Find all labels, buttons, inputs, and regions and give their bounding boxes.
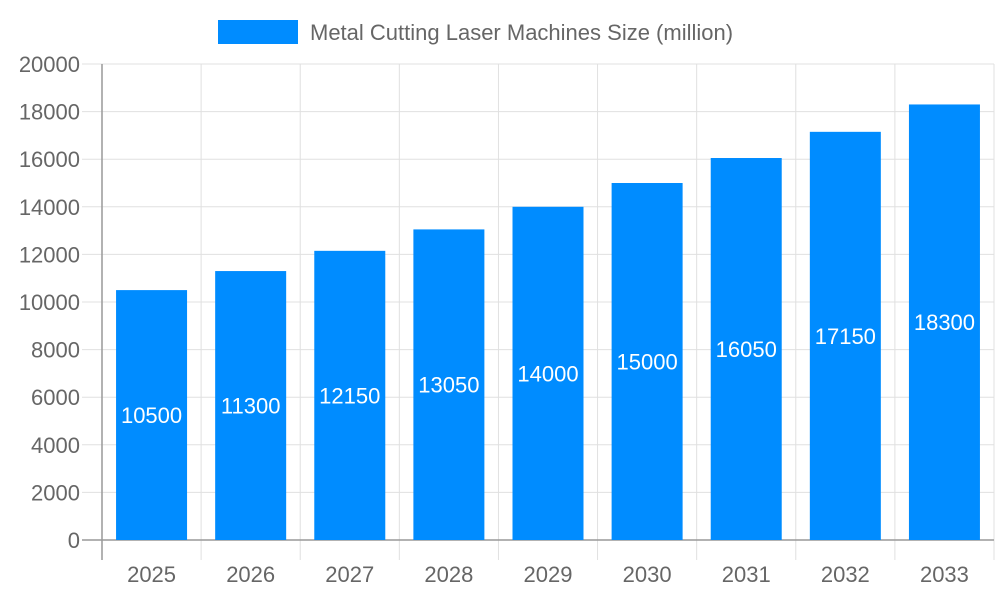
bar bbox=[710, 158, 782, 540]
bar bbox=[611, 183, 683, 540]
bar-value-label: 16050 bbox=[716, 337, 777, 362]
y-tick-label: 2000 bbox=[31, 480, 80, 505]
legend-swatch bbox=[218, 20, 298, 44]
x-tick-label: 2029 bbox=[524, 562, 573, 587]
bar bbox=[116, 290, 188, 540]
x-tick-label: 2030 bbox=[623, 562, 672, 587]
bar bbox=[413, 229, 485, 540]
y-tick-label: 18000 bbox=[19, 100, 80, 125]
x-tick-label: 2033 bbox=[920, 562, 969, 587]
legend-label: Metal Cutting Laser Machines Size (milli… bbox=[310, 20, 733, 45]
y-tick-label: 6000 bbox=[31, 385, 80, 410]
y-tick-label: 12000 bbox=[19, 242, 80, 267]
bar-value-label: 15000 bbox=[617, 350, 678, 375]
x-tick-label: 2032 bbox=[821, 562, 870, 587]
bar-value-label: 13050 bbox=[418, 373, 479, 398]
bar bbox=[314, 250, 386, 540]
bar bbox=[908, 104, 980, 541]
y-tick-label: 8000 bbox=[31, 338, 80, 363]
bar bbox=[809, 131, 881, 540]
x-tick-label: 2026 bbox=[226, 562, 275, 587]
y-tick-label: 16000 bbox=[19, 147, 80, 172]
x-tick-label: 2031 bbox=[722, 562, 771, 587]
bar-value-label: 17150 bbox=[815, 324, 876, 349]
y-tick-label: 0 bbox=[68, 528, 80, 553]
bar-value-label: 18300 bbox=[914, 310, 975, 335]
y-tick-label: 4000 bbox=[31, 433, 80, 458]
bar-value-label: 11300 bbox=[221, 394, 281, 419]
y-tick-label: 14000 bbox=[19, 195, 80, 220]
bar bbox=[512, 206, 584, 541]
bar-value-label: 14000 bbox=[517, 361, 578, 386]
bar-value-label: 12150 bbox=[319, 383, 380, 408]
x-tick-label: 2025 bbox=[127, 562, 176, 587]
y-tick-label: 10000 bbox=[19, 290, 80, 315]
bar-value-label: 10500 bbox=[121, 403, 182, 428]
x-tick-label: 2027 bbox=[325, 562, 374, 587]
y-tick-label: 20000 bbox=[19, 52, 80, 77]
x-tick-label: 2028 bbox=[424, 562, 473, 587]
bar bbox=[215, 271, 287, 540]
